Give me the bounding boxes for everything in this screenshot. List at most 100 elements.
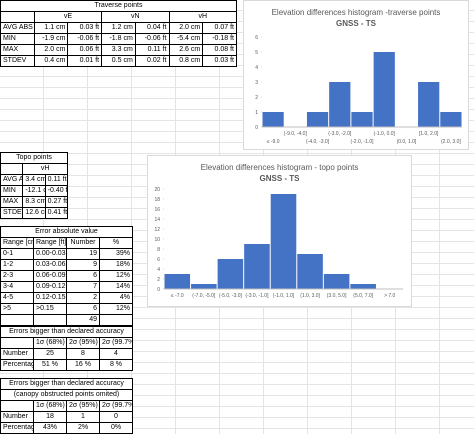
bar	[297, 254, 323, 289]
bar	[329, 82, 351, 127]
accuracy-canopy-table: Errors bigger than declared accuracy (can…	[0, 378, 133, 434]
row: 1σ (68%)2σ (95%)2σ (99.7%)	[0, 400, 133, 412]
cell: 7	[66, 281, 100, 293]
cell: 1.1 cm	[33, 22, 69, 34]
x-tick-label: > 7.0	[384, 293, 395, 299]
cell: 0.01 ft	[67, 55, 103, 67]
row: 0-1 0.00-0.03 19 39%	[0, 248, 133, 260]
cell: MAX	[0, 44, 35, 56]
chart-title: Elevation differences histogram -travers…	[272, 8, 441, 17]
y-tick-label: 4	[157, 267, 160, 273]
cell: 2	[66, 292, 100, 304]
y-tick-label: 6	[157, 257, 160, 263]
cell	[33, 314, 67, 326]
cell: >5	[0, 303, 34, 315]
cell: MAX	[0, 196, 24, 208]
cell: AVG ABS	[0, 22, 35, 34]
x-tick-label: (5.0, 7.0]	[353, 293, 373, 299]
y-tick-label: 20	[154, 187, 160, 193]
row: Number 18 1 0	[0, 411, 133, 423]
y-tick-label: 10	[154, 237, 160, 243]
cell: 43%	[33, 422, 67, 434]
cell: Topo points	[0, 152, 68, 164]
cell: 0.03 ft	[67, 22, 103, 34]
cell: 0.09-0.12	[33, 281, 67, 293]
cell: 18%	[99, 259, 133, 271]
chart-title: Elevation differences histogram - topo p…	[201, 163, 359, 172]
cell: 2.6 cm	[168, 44, 204, 56]
cell: 0.06 ft	[67, 44, 103, 56]
cell: 1	[66, 411, 100, 423]
row: 4-5 0.12-0.15 2 4%	[0, 292, 133, 304]
cell: 0%	[99, 422, 133, 434]
y-tick-label: 6	[255, 35, 258, 41]
cell: MIN	[0, 185, 24, 197]
y-tick-label: 3	[255, 80, 258, 86]
cell: -1.8 cm	[101, 33, 136, 45]
row: Errors bigger than declared accuracy	[0, 326, 133, 338]
row: 1σ (68%)2σ (95%)2σ (99.7%)	[0, 337, 133, 349]
chart: Elevation differences histogram - topo p…	[147, 155, 412, 307]
x-tick-label: (-1.0, 1.0]	[273, 293, 295, 299]
cell: 0.00-0.03	[33, 248, 67, 260]
cell: 3.4 cm	[22, 174, 46, 186]
cell	[0, 400, 34, 412]
cell: 9	[66, 259, 100, 271]
row: 1-2 0.03-0.06 9 18%	[0, 259, 133, 271]
cell: 0.8 cm	[168, 55, 204, 67]
row: 2-3 0.06-0.09 6 12%	[0, 270, 133, 282]
cell: vH	[22, 163, 68, 175]
cell: Error absolute value	[0, 226, 133, 238]
cell: 0.06-0.09	[33, 270, 67, 282]
x-tick-label: (-9.0, -4.0]	[284, 131, 308, 137]
cell: 0-1	[0, 248, 34, 260]
cell: >0.15	[33, 303, 67, 315]
cell: 1σ (68%)	[33, 400, 67, 412]
row: Error absolute value	[0, 226, 133, 238]
y-tick-label: 8	[157, 247, 160, 253]
cell: 0.03 ft	[202, 55, 237, 67]
cell: vN	[101, 11, 170, 23]
cell: 3.3 cm	[101, 44, 136, 56]
cell: Number	[66, 237, 100, 249]
row: >5 >0.15 6 12%	[0, 303, 133, 315]
cell: Errors bigger than declared accuracy	[0, 378, 133, 390]
x-tick-label: (-5.0, -3.0]	[219, 293, 243, 299]
cell	[0, 337, 34, 349]
cell: 4	[99, 348, 133, 360]
bar	[217, 259, 244, 289]
x-tick-label: (-7.0, -5.0]	[192, 293, 216, 299]
x-tick-label: (-2.0, -1.0]	[350, 139, 374, 145]
row: Percentage51 %16 %8 %	[0, 359, 133, 371]
cell: 2.0 cm	[33, 44, 69, 56]
bar	[350, 284, 376, 289]
cell: 39%	[99, 248, 133, 260]
row: Percentage43%2%0%	[0, 422, 133, 434]
x-tick-label: (-3.0, -2.0]	[328, 131, 352, 137]
cell: 0.11 ft	[134, 44, 170, 56]
row: STDEV 0.4 cm 0.01 ft 0.5 cm 0.02 ft 0.8 cm 0.0…	[0, 55, 237, 67]
row: MAX 8.3 cm 0.27 ft	[0, 196, 69, 208]
y-tick-label: 14	[154, 217, 160, 223]
chart: Elevation differences histogram -travers…	[243, 0, 469, 150]
cell: 2-3	[0, 270, 34, 282]
bar	[164, 274, 191, 289]
cell: Percentage	[0, 422, 34, 434]
cell: 12%	[99, 270, 133, 282]
cell: -12.1 cm	[22, 185, 46, 197]
cell: 2σ (99.7%)	[99, 400, 133, 412]
y-tick-label: 5	[255, 50, 258, 56]
cell: 2%	[66, 422, 100, 434]
cell: 8.3 cm	[22, 196, 46, 208]
cell: 0.4 cm	[33, 55, 69, 67]
y-tick-label: 1	[255, 110, 258, 116]
row: vE vN vH	[0, 11, 238, 23]
cell: 2σ (99.7%)	[99, 337, 133, 349]
cell: 16 %	[66, 359, 100, 371]
row: Errors bigger than declared accuracy	[0, 378, 133, 390]
x-tick-label: ≤ -9.0	[267, 139, 280, 145]
y-tick-label: 18	[154, 197, 160, 203]
cell: 0.03-0.06	[33, 259, 67, 271]
